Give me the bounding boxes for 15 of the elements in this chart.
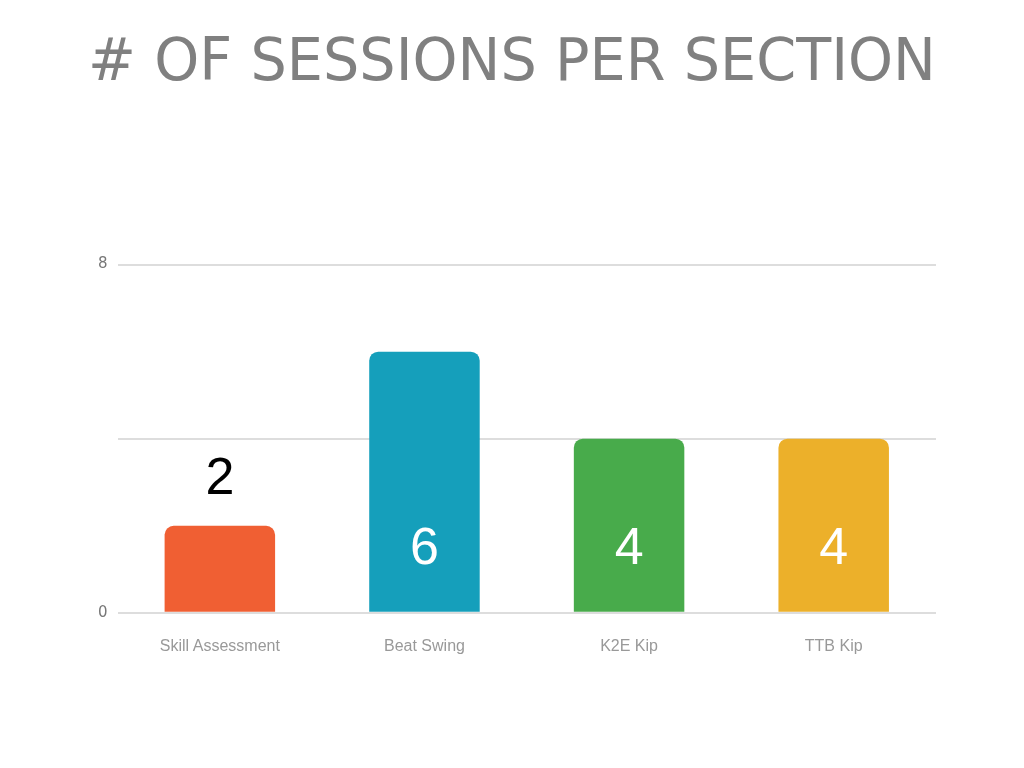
x-tick-label: Beat Swing <box>384 636 465 654</box>
x-tick-label: TTB Kip <box>804 636 863 654</box>
bar <box>778 438 889 612</box>
x-tick-label: Skill Assessment <box>159 636 281 654</box>
data-label: 2 <box>205 447 235 506</box>
bar <box>164 525 276 612</box>
y-tick-label: 0 <box>98 602 108 621</box>
data-label: 4 <box>614 517 644 576</box>
chart-title: # OF SESSIONS PER SECTION <box>88 26 936 94</box>
y-tick-label: 8 <box>98 254 108 273</box>
bar <box>573 438 685 612</box>
x-tick-label: K2E Kip <box>600 636 659 654</box>
data-label: 4 <box>819 517 849 576</box>
data-label: 6 <box>410 517 439 576</box>
bar <box>369 351 480 612</box>
